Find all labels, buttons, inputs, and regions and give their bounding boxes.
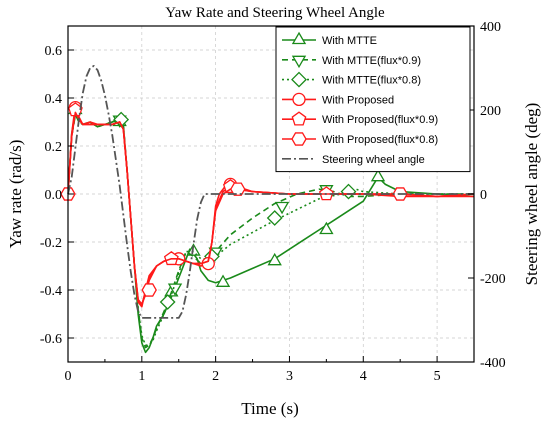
y-tick-label: -0.6 — [40, 332, 62, 347]
series-marker-with-mtte — [319, 221, 334, 235]
x-tick-label: 4 — [360, 369, 367, 384]
series-marker-with-proposed-flux-0-8 — [141, 283, 157, 297]
series-steering-wheel-angle — [67, 65, 474, 319]
legend-entry-with-mtte: With MTTE — [282, 31, 377, 47]
series-with-proposed-flux-0-8 — [60, 111, 475, 306]
legend-swatch-marker — [291, 55, 307, 69]
legend-entry-with-proposed-flux-0-9: With Proposed(flux*0.9) — [282, 111, 438, 126]
y-axis-label: Yaw rate (rad/s) — [6, 140, 25, 249]
y2-axis-label: Steering wheel angle (deg) — [522, 103, 541, 286]
series-marker-with-mtte — [267, 252, 282, 266]
legend-label: Steering wheel angle — [322, 154, 425, 166]
legend-label: With MTTE — [322, 35, 377, 47]
chart-title: Yaw Rate and Steering Wheel Angle — [165, 5, 385, 21]
legend-swatch-marker — [292, 92, 306, 107]
x-tick-label: 5 — [434, 369, 441, 384]
y-tick-label: 0.6 — [45, 44, 63, 59]
series-marker-with-mtte — [370, 168, 386, 182]
x-tick-label: 1 — [138, 369, 145, 384]
legend: With MTTE With MTTE(flux*0.9) With MTTE(fl… — [275, 26, 471, 173]
legend-swatch-marker — [291, 31, 307, 45]
x-axis-label: Time (s) — [241, 399, 298, 418]
axes-layer: 0 1 2 3 4 5 -0.6 -0.4 -0.2 0.0 0.2 0.4 0.6 -400 -200 0 2… — [40, 20, 506, 384]
legend-label: With Proposed — [322, 94, 394, 106]
x-tick-label: 2 — [212, 369, 219, 384]
legend-swatch-marker — [291, 71, 307, 88]
series-layer — [60, 65, 475, 354]
legend-label: With Proposed(flux*0.8) — [322, 134, 438, 146]
series-marker-with-mtte-flux-0-8 — [340, 183, 357, 200]
series-line-with-proposed-flux-0-8 — [67, 111, 475, 306]
legend-swatch-marker — [291, 132, 307, 146]
series-marker-with-mtte-flux-0-9 — [274, 201, 290, 215]
y2-tick-label: 200 — [480, 104, 501, 119]
legend-label: With Proposed(flux*0.9) — [322, 114, 438, 126]
y-tick-label: 0.2 — [45, 140, 63, 155]
series-with-mtte-flux-0-8 — [67, 111, 474, 346]
legend-entry-steering-wheel-angle: Steering wheel angle — [282, 154, 425, 166]
series-line-steering-wheel-angle — [67, 65, 474, 319]
y-tick-label: 0.0 — [45, 188, 63, 203]
x-tick-label: 3 — [286, 369, 293, 384]
legend-swatch-marker — [291, 111, 307, 126]
legend-entry-with-mtte-flux-0-9: With MTTE(flux*0.9) — [282, 55, 421, 69]
series-line-with-mtte-flux-0-9 — [67, 114, 474, 349]
series-marker-with-mtte — [215, 274, 231, 287]
x-tick-label: 0 — [65, 369, 72, 384]
y-tick-label: 0.4 — [45, 92, 63, 107]
legend-entry-with-mtte-flux-0-8: With MTTE(flux*0.8) — [282, 71, 421, 88]
series-marker-with-proposed-flux-0-8 — [230, 182, 246, 196]
y-tick-label: -0.2 — [40, 236, 62, 251]
legend-entry-with-proposed-flux-0-8: With Proposed(flux*0.8) — [282, 132, 438, 146]
y2-tick-label: 400 — [480, 20, 501, 35]
legend-entry-with-proposed: With Proposed — [282, 92, 394, 107]
y2-tick-label: -200 — [480, 272, 506, 287]
y2-tick-label: -400 — [480, 356, 506, 371]
series-marker-with-mtte-flux-0-8 — [266, 210, 283, 226]
legend-label: With MTTE(flux*0.8) — [322, 75, 421, 87]
series-marker-with-mtte-flux-0-8 — [159, 294, 176, 310]
y-tick-label: -0.4 — [40, 284, 62, 299]
legend-label: With MTTE(flux*0.9) — [322, 55, 421, 67]
y2-tick-label: 0 — [480, 188, 487, 203]
